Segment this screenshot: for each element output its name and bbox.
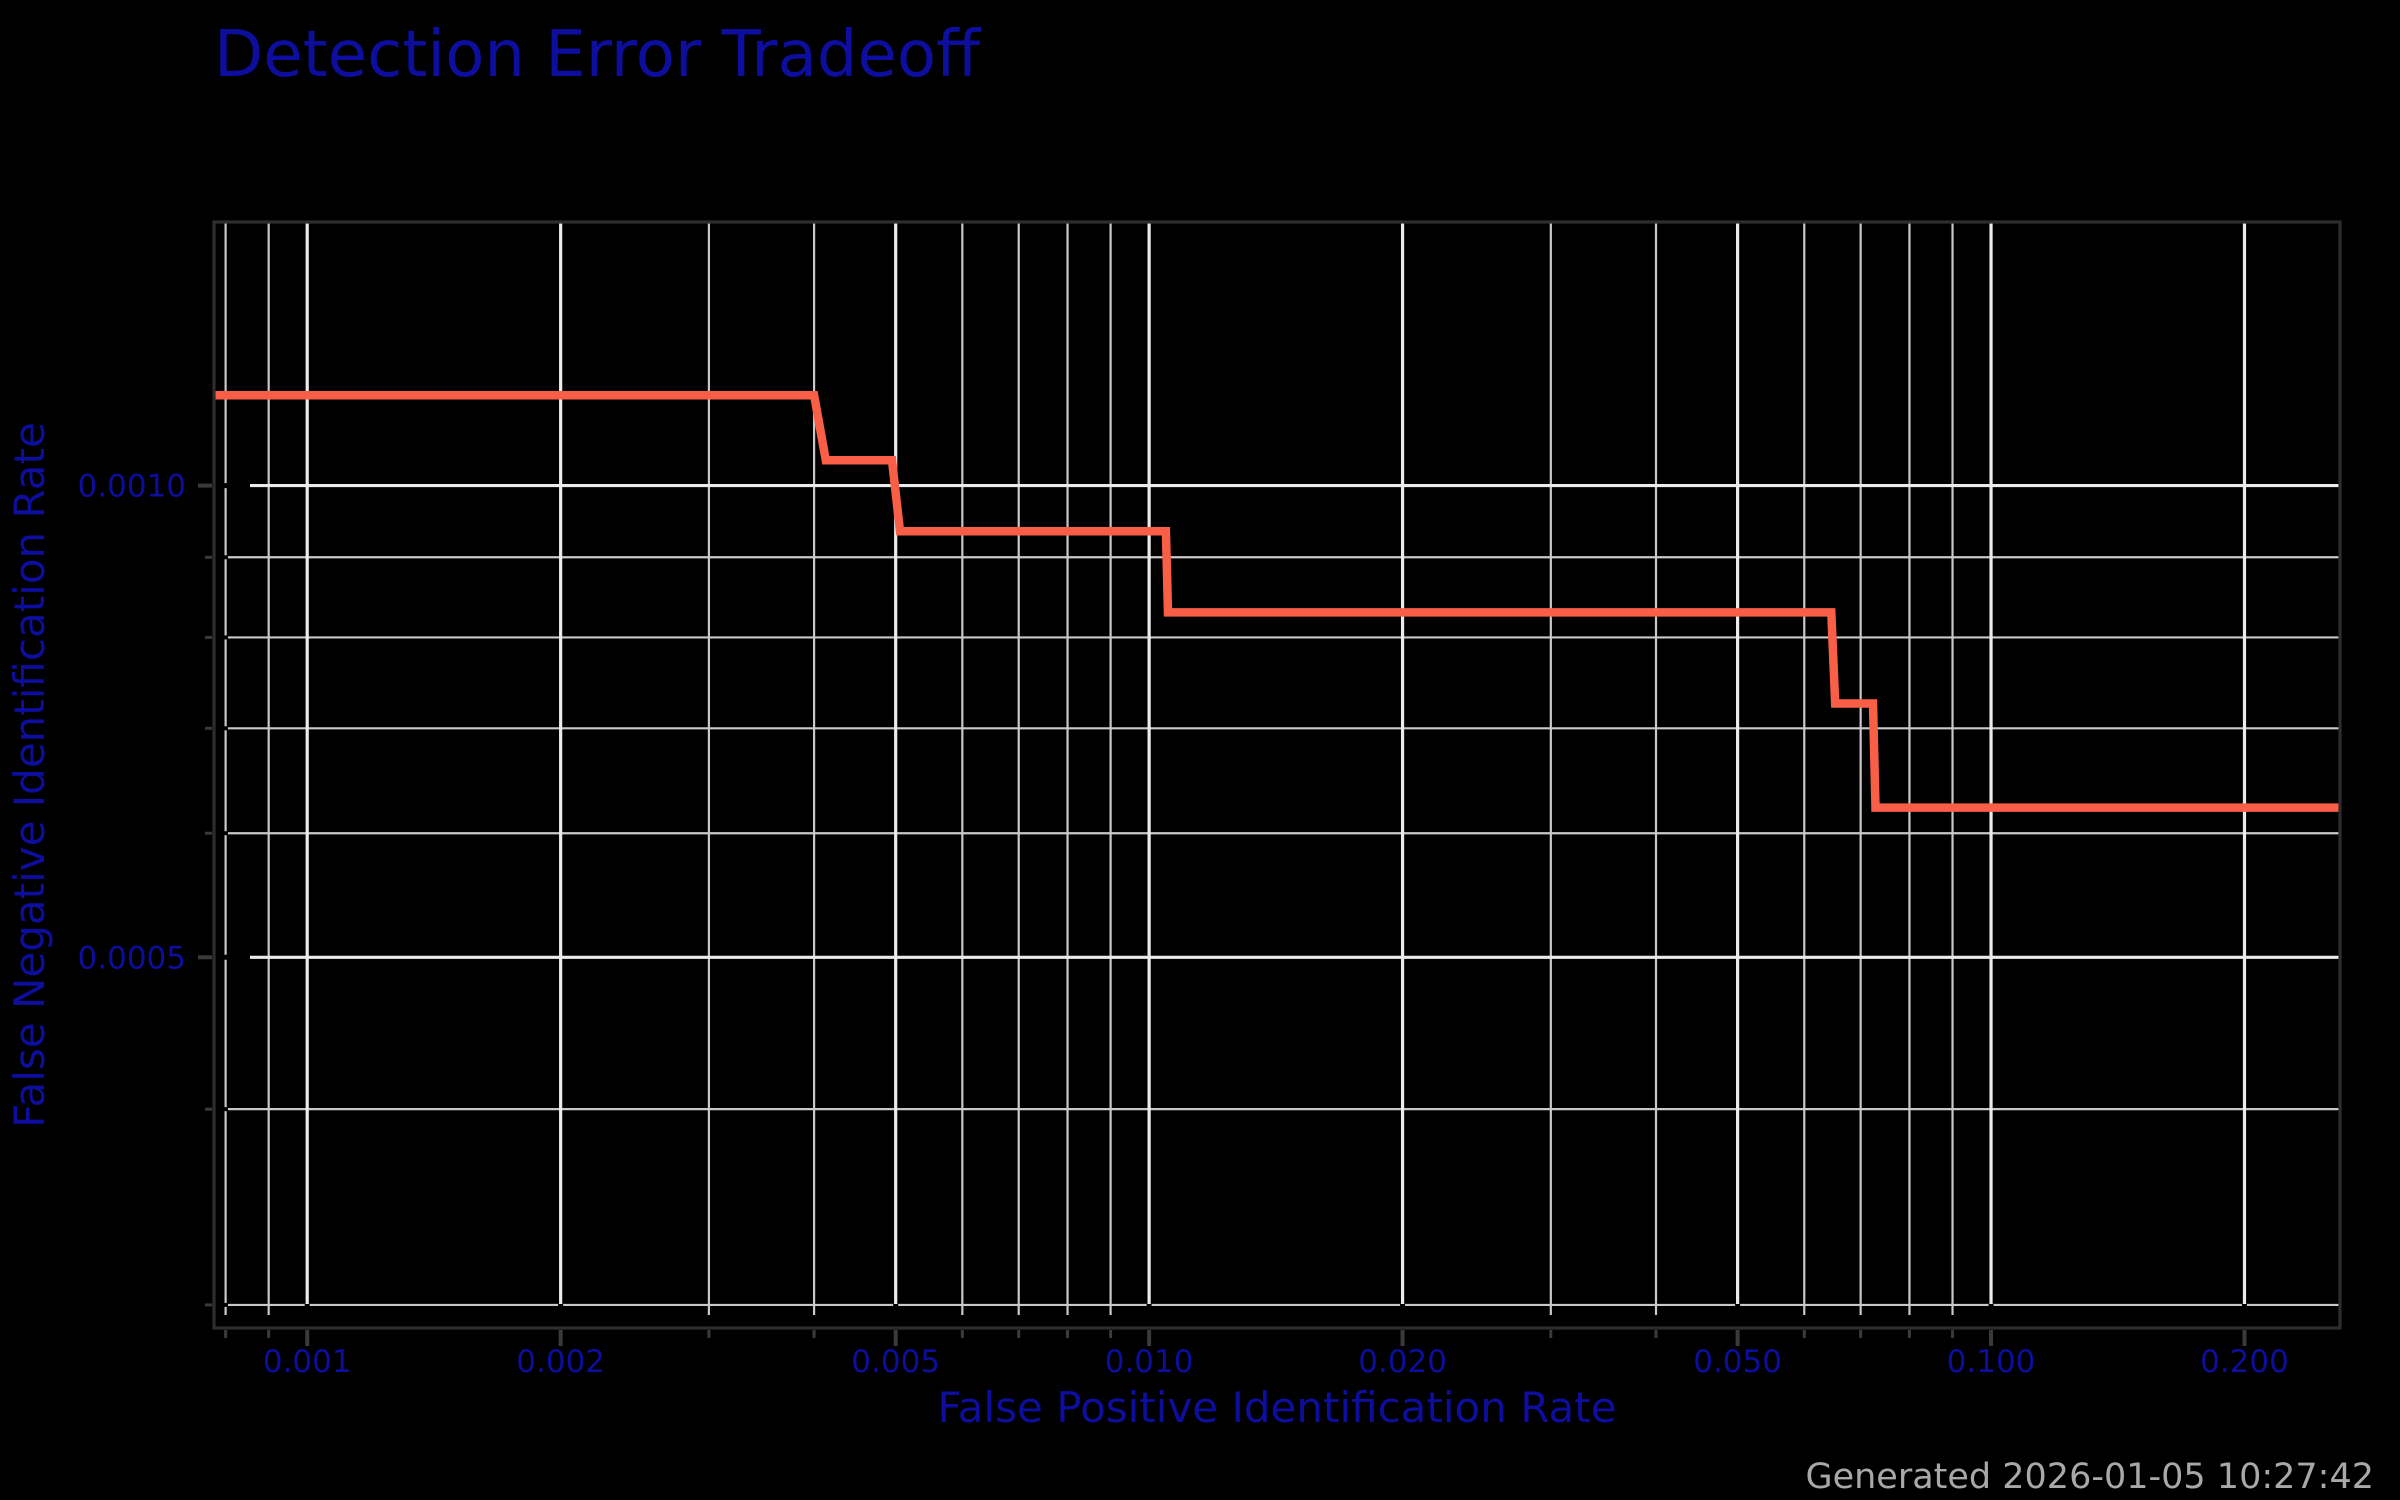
curve-layer	[214, 390, 2340, 812]
axes-spines	[212, 220, 2342, 1330]
x-axis-label: False Positive Identification Rate	[937, 1383, 1616, 1432]
y-tick-label: 0.0005	[78, 940, 186, 976]
x-tick-label: 0.050	[1693, 1344, 1782, 1380]
chart-title: Detection Error Tradeoff	[214, 18, 982, 92]
x-tick-label: 0.002	[516, 1344, 605, 1380]
plot-frame	[212, 220, 2342, 1330]
x-tick-label: 0.100	[1947, 1344, 2036, 1380]
outer-tick-marks	[198, 483, 2247, 1346]
inner-tick-notches	[214, 483, 2247, 1328]
minor-gridlines	[214, 222, 2340, 1328]
y-axis-tick-labels: 0.0005 0.0010	[78, 469, 186, 977]
generated-timestamp: Generated 2026-01-05 10:27:42	[1805, 1457, 2374, 1497]
det-curve	[214, 390, 2340, 812]
major-gridlines	[214, 222, 2340, 1328]
y-tick-label: 0.0010	[78, 469, 186, 505]
x-axis-tick-labels: 0.001 0.002 0.005 0.010 0.020 0.050 0.100 0.200	[263, 1344, 2289, 1380]
x-tick-label: 0.200	[2200, 1344, 2289, 1380]
x-tick-label: 0.020	[1358, 1344, 1447, 1380]
x-tick-label: 0.005	[851, 1344, 940, 1380]
x-tick-label: 0.010	[1105, 1344, 1194, 1380]
x-tick-label: 0.001	[263, 1344, 352, 1380]
y-axis-label: False Negative Identification Rate	[5, 422, 54, 1128]
